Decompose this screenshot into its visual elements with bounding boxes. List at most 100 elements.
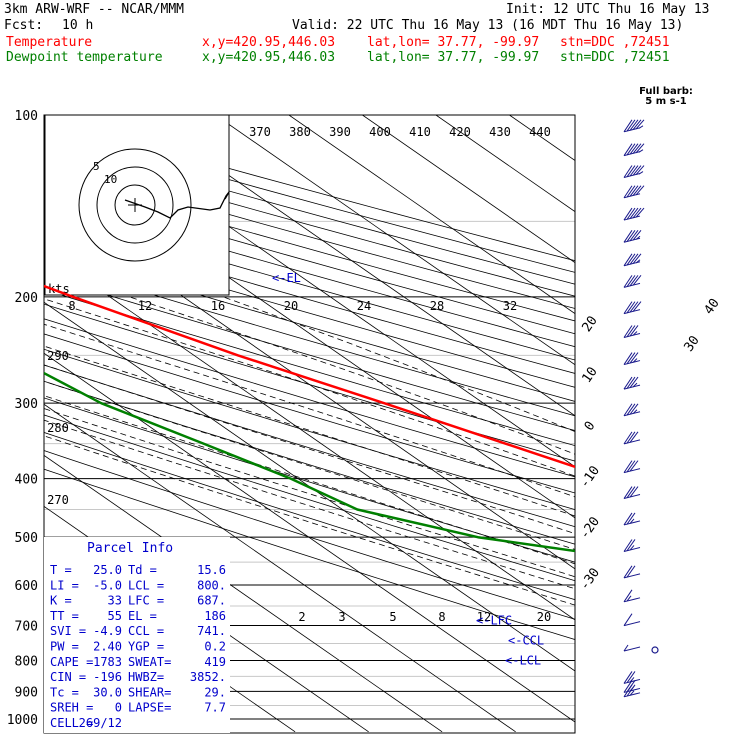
parcel-info-cell: TT = <box>50 609 79 623</box>
wind-barb-staff <box>623 309 641 315</box>
mixing-ratio-upper-label: 8 <box>68 299 75 313</box>
barb-key-line2: 5 m s-1 <box>645 96 686 107</box>
wind-barb-flag <box>629 119 639 131</box>
wind-barb-staff <box>623 597 641 603</box>
wind-barb-staff <box>623 384 641 390</box>
wind-barb-flag <box>623 680 633 693</box>
wind-barb-flag <box>632 275 642 286</box>
isotherm-line <box>44 352 575 723</box>
wind-barb-flag <box>623 460 633 473</box>
wind-barb-flag <box>623 539 633 552</box>
wind-barb-flag <box>635 207 645 218</box>
dry-adiabat-line <box>44 432 575 601</box>
wind-barb-flag <box>635 143 645 154</box>
level-marker-label: <-EL <box>272 271 301 285</box>
parcel-info-cell: 2.40 <box>93 640 122 654</box>
dry-adiabat-line <box>44 348 575 511</box>
wind-barb-flag <box>623 589 633 603</box>
theta-label: 400 <box>369 125 391 139</box>
wind-barb-flag <box>626 403 636 416</box>
theta-lower-label: 270 <box>47 493 69 507</box>
wind-barb <box>623 403 641 417</box>
wind-barb-flag <box>623 671 633 684</box>
dry-adiabat-line <box>44 468 575 641</box>
wind-barb-flag <box>629 460 639 472</box>
plot-border <box>43 114 576 734</box>
temperature-legend-latlon: lat,lon= 37.77, -99.97 <box>367 35 540 50</box>
parcel-info-cell: 186 <box>204 609 226 623</box>
init-time: Init: 12 UTC Thu 16 May 13 <box>506 2 710 17</box>
isotherm-label: 30 <box>681 333 702 354</box>
profile-curves <box>44 284 575 553</box>
parcel-info-cell: 269/12 <box>79 716 122 730</box>
wind-barb-staff <box>623 621 641 627</box>
wind-barb-flag <box>626 275 636 287</box>
parcel-info-cell: LFC = <box>128 594 164 608</box>
wind-barb-flag <box>629 207 639 219</box>
dry-adiabat-line <box>44 261 575 417</box>
wind-barb-staff <box>623 520 641 526</box>
wind-barb-staff <box>623 573 641 579</box>
parcel-info-cell: SREH = <box>50 701 93 715</box>
wind-barb-half-flag <box>632 382 638 388</box>
wind-barb <box>623 275 642 288</box>
pressure-tick-label: 300 <box>15 397 38 412</box>
wind-barb-flag <box>623 376 633 390</box>
wind-barb-flag <box>626 253 636 266</box>
wind-barb-flag <box>623 207 633 221</box>
wind-barb-flag <box>623 431 633 445</box>
pressure-tick-label: 500 <box>15 531 38 546</box>
parcel-info-cell: 0 <box>115 701 122 715</box>
wind-barb <box>623 143 645 157</box>
dry-adiabat-line <box>44 235 575 388</box>
wind-barb-flag <box>623 185 633 198</box>
wind-barb <box>623 644 641 652</box>
wind-barb <box>623 165 645 179</box>
wind-barb-staff <box>623 439 641 445</box>
wind-barb-half-flag <box>632 331 638 336</box>
mixing-ratio-label: 5 <box>389 610 396 624</box>
wind-barb-half-flag <box>629 518 635 524</box>
wind-barb-staff <box>623 360 641 366</box>
mixing-ratio-label: 3 <box>338 610 345 624</box>
wind-barbs: Full barb:5 m s-1 <box>623 86 693 698</box>
parcel-info-cell: 687. <box>197 594 226 608</box>
wind-barb-half-flag <box>635 259 641 264</box>
level-markers: <-EL <-LFC <-CCL <-LCL <box>272 271 544 668</box>
wind-barb-staff <box>623 678 641 684</box>
wind-barb <box>623 301 642 315</box>
dry-adiabat-line <box>44 222 575 374</box>
theta-label: 390 <box>329 125 351 139</box>
parcel-info-cell: LI = <box>50 578 79 592</box>
moist-adiabat-line <box>44 419 575 590</box>
mixing-ratio-upper-label: 20 <box>284 299 298 313</box>
parcel-info-cell: 29. <box>204 685 226 699</box>
parcel-info-cell: 0.2 <box>204 640 226 654</box>
wind-barb-staff <box>623 127 641 133</box>
wind-barb-flag <box>626 460 636 473</box>
wind-barb-flag <box>629 325 639 337</box>
wind-barb-flag <box>629 403 639 415</box>
wind-barb-half-flag <box>629 690 635 696</box>
pressure-tick-label: 400 <box>15 473 38 488</box>
mixing-ratio-label: 12 <box>477 610 491 624</box>
dry-adiabat-line <box>44 248 575 402</box>
isotherm-label: -30 <box>577 565 603 593</box>
isotherm-label: -10 <box>577 463 603 491</box>
parcel-info-cell: LCL = <box>128 578 164 592</box>
parcel-info-cell: 25.0 <box>93 563 122 577</box>
hodograph-ring-label: 5 <box>93 160 100 173</box>
wind-barb <box>623 207 645 221</box>
theta-label: 440 <box>529 125 551 139</box>
wind-barb-staff <box>623 646 641 652</box>
wind-barb-half-flag <box>632 358 638 363</box>
wind-barb <box>623 565 641 579</box>
wind-barb-half-flag <box>626 595 632 602</box>
moist-adiabat-line <box>44 323 575 498</box>
moist-adiabat-line <box>129 296 575 455</box>
wind-barb-flag <box>632 229 642 241</box>
wind-barb-flag <box>623 565 633 579</box>
theta-label: 410 <box>409 125 431 139</box>
